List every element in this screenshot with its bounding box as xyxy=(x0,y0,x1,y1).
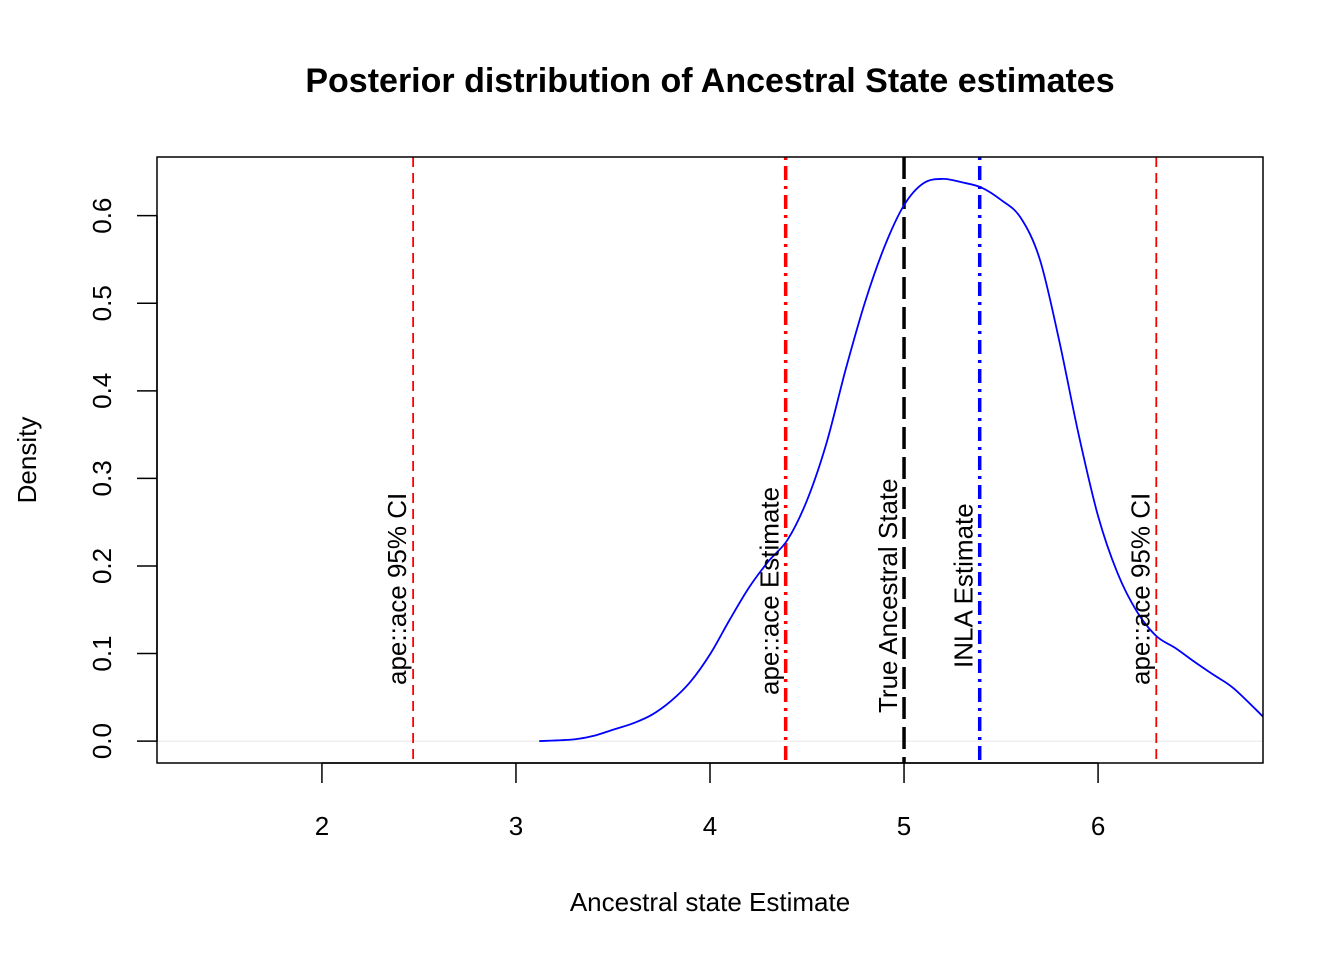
x-tick-label: 4 xyxy=(703,811,717,841)
x-axis: 2 3 4 5 6 xyxy=(315,762,1105,841)
density-curve-group xyxy=(539,177,1263,743)
reference-line-label: ape::ace 95% CI xyxy=(382,493,412,685)
reference-lines xyxy=(412,157,1158,763)
reference-line-label: INLA Estimate xyxy=(949,503,979,668)
x-tick-label: 2 xyxy=(315,811,329,841)
y-tick-label: 0.0 xyxy=(87,723,117,759)
reference-line-labels: ape::ace 95% CI ape::ace Estimate True Anc… xyxy=(382,478,1155,713)
y-tick-label: 0.5 xyxy=(87,285,117,321)
chart-title: Posterior distribution of Ancestral Stat… xyxy=(305,62,1114,100)
y-axis-label: Density xyxy=(12,417,42,504)
reference-line-label: ape::ace Estimate xyxy=(755,487,785,695)
y-tick-label: 0.1 xyxy=(87,635,117,671)
plot-frame xyxy=(156,156,1264,764)
x-tick-label: 6 xyxy=(1091,811,1105,841)
reference-line-label: True Ancestral State xyxy=(873,478,903,713)
y-axis: 0.0 0.1 0.2 0.3 0.4 0.5 0.6 xyxy=(87,198,158,759)
y-tick-label: 0.2 xyxy=(87,548,117,584)
reference-line-label: ape::ace 95% CI xyxy=(1125,493,1155,685)
density-curve xyxy=(539,177,1263,743)
y-tick-label: 0.3 xyxy=(87,460,117,496)
x-axis-label: Ancestral state Estimate xyxy=(570,887,850,917)
y-tick-label: 0.6 xyxy=(87,198,117,234)
x-tick-label: 3 xyxy=(509,811,523,841)
y-tick-label: 0.4 xyxy=(87,373,117,409)
x-tick-label: 5 xyxy=(897,811,911,841)
